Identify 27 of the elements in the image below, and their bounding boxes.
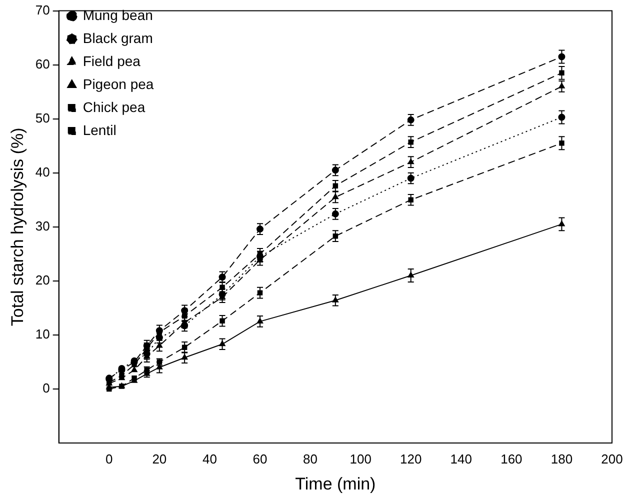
x-tick-label: 80 [303,451,318,466]
x-axis-title: Time (min) [295,474,376,494]
legend-label: Mung bean [82,6,153,23]
y-tick-label: 10 [35,326,50,342]
x-tick-label: 20 [152,451,167,466]
legend-label: Pigeon pea [82,76,154,92]
x-tick-label: 180 [550,451,573,466]
y-tick-label: 0 [42,380,50,396]
y-tick-label: 20 [35,272,50,288]
x-tick-label: 200 [601,451,623,466]
legend-label: Chick pea [82,98,146,115]
y-tick-label: 50 [35,110,50,126]
x-tick-label: 140 [450,451,472,466]
y-axis-title: Total starch hydrolysis (%) [8,128,27,326]
y-tick-label: 60 [35,56,50,72]
x-tick-label: 160 [500,451,522,466]
y-tick-label: 30 [35,218,50,234]
legend-label: Black gram [82,30,153,46]
y-tick-label: 40 [35,164,50,180]
x-tick-label: 60 [252,451,268,466]
y-tick-label: 70 [35,2,50,18]
x-tick-label: 40 [202,451,217,466]
legend-label: Field pea [82,52,141,69]
x-tick-label: 120 [400,451,422,466]
x-tick-label: 0 [106,451,113,466]
x-tick-label: 100 [350,451,372,466]
legend-label: Lentil [82,122,116,138]
